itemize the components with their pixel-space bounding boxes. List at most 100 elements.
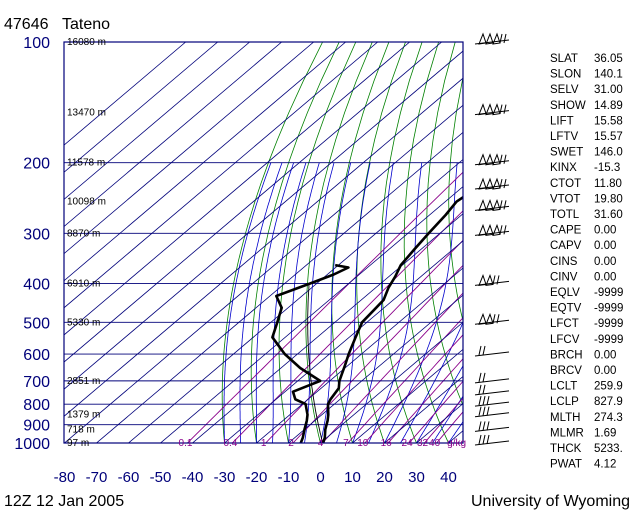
temperature-tick-label: 20 (376, 469, 393, 486)
dry-adiabat-line (380, 42, 423, 443)
index-value: -9999 (594, 303, 623, 315)
mixing-ratio-line (265, 239, 463, 443)
height-label: 11578 m (67, 158, 105, 169)
index-name: LFTV (550, 131, 578, 143)
index-name: SLAT (550, 53, 578, 65)
mixing-ratio-label: g/kg (447, 438, 466, 449)
index-name: CAPV (550, 240, 582, 252)
mixing-ratio-labels: 0.1 0.4 1 2 4 7 10 16 24 32 40 g/kg (179, 438, 467, 449)
isotherm-line (64, 42, 378, 309)
station-id: 47646 (4, 16, 49, 33)
wind-barb (474, 384, 510, 396)
mixing-ratio-line (321, 292, 463, 443)
mixing-ratio-label: 7 (343, 438, 349, 449)
pressure-tick-label: 400 (23, 276, 50, 293)
wind-barbs (474, 32, 510, 446)
wind-barb (474, 421, 510, 432)
index-name: CINV (550, 271, 578, 283)
index-name: LFCT (550, 318, 579, 330)
index-value: 31.00 (594, 84, 623, 96)
wind-barb (474, 103, 510, 116)
mixing-ratio-label: 10 (357, 438, 369, 449)
height-label: 5330 m (67, 317, 100, 328)
index-name: LFCV (550, 334, 580, 346)
pressure-tick-label: 1000 (14, 436, 50, 453)
temperature-tick-label: 0 (316, 469, 324, 486)
pressure-tick-label: 600 (23, 347, 50, 364)
temperature-tick-label: -70 (86, 469, 108, 486)
timestamp-label: 12Z 12 Jan 2005 (4, 493, 124, 510)
index-name: CINS (550, 256, 578, 268)
wind-barb (474, 198, 510, 212)
isotherm-line (64, 77, 463, 417)
index-value: 0.00 (594, 365, 616, 377)
index-value: 827.9 (594, 396, 623, 408)
wind-barb (474, 396, 510, 407)
wind-barb (474, 273, 510, 287)
index-value: 15.57 (594, 131, 623, 143)
index-value: 11.80 (594, 178, 622, 190)
index-name: SWET (550, 147, 583, 159)
index-value: 0.00 (594, 271, 616, 283)
mixing-ratio-label: 32 (417, 438, 429, 449)
index-name: CAPE (550, 225, 582, 237)
index-name: CTOT (550, 178, 581, 190)
wind-barb (474, 406, 510, 418)
index-name: LIFT (550, 115, 574, 127)
isotherm-line (64, 42, 442, 363)
index-name: VTOT (550, 193, 580, 205)
wind-barb (474, 372, 510, 384)
index-name: BRCV (550, 365, 582, 377)
index-name: SELV (550, 84, 579, 96)
height-label: 718 m (67, 424, 95, 435)
temperature-tick-label: 40 (440, 469, 457, 486)
height-label: 2851 m (67, 376, 100, 387)
plot-area (64, 42, 463, 443)
temperature-tick-label: -30 (214, 469, 236, 486)
temperature-tick-label: -40 (182, 469, 204, 486)
pressure-tick-label: 700 (23, 374, 50, 391)
dewpoint-profile-line (271, 263, 350, 443)
isotherm-line (64, 42, 186, 146)
isotherm-line (64, 42, 346, 282)
temperature-tick-label: 30 (408, 469, 425, 486)
isotherm-line (159, 186, 463, 443)
height-label: 13470 m (67, 108, 106, 119)
temperature-tick-label: 10 (344, 469, 361, 486)
isotherm-line (223, 240, 463, 443)
index-name: SLON (550, 69, 581, 81)
isotherm-line (64, 42, 410, 336)
index-value: -9999 (594, 334, 623, 346)
height-label: 97 m (67, 438, 89, 449)
temperature-profile-line (321, 195, 463, 443)
isotherm-line (351, 348, 463, 443)
mixing-ratio-label: 40 (429, 438, 441, 449)
mixing-ratio-line (387, 358, 463, 443)
temperature-tick-label: -10 (278, 469, 300, 486)
index-name: BRCH (550, 349, 583, 361)
isotherm-line (191, 213, 463, 443)
index-value: 140.1 (594, 69, 623, 81)
height-labels: 16080 m 13470 m 11578 m 10098 m 8870 m 6910 m… (67, 37, 106, 449)
wind-barb (474, 312, 510, 325)
isotherm-line (64, 42, 314, 255)
index-value: 259.9 (594, 381, 623, 393)
mixing-ratio-label: 4 (318, 438, 324, 449)
isotherm-line (64, 42, 218, 173)
wind-barb (474, 223, 510, 236)
height-label: 1379 m (67, 410, 100, 421)
wind-barb (474, 153, 510, 166)
height-label: 8870 m (67, 228, 100, 239)
index-name: SHOW (550, 100, 586, 112)
index-value: 0.00 (594, 349, 616, 361)
parcel-path (307, 285, 324, 443)
dry-adiabat-line (331, 42, 390, 443)
index-name: MLTH (550, 412, 580, 424)
pressure-tick-label: 200 (23, 156, 50, 173)
moist-adiabat-line (416, 365, 463, 443)
mixing-ratio-line (231, 210, 463, 443)
mixing-ratio-label: 16 (381, 438, 393, 449)
stability-indices-table: SLAT 36.05 SLON 140.1 SELV 31.00 SHOW 14.89 LIFT… (550, 53, 623, 471)
isotherm-line (64, 104, 463, 443)
isobars (64, 42, 463, 443)
